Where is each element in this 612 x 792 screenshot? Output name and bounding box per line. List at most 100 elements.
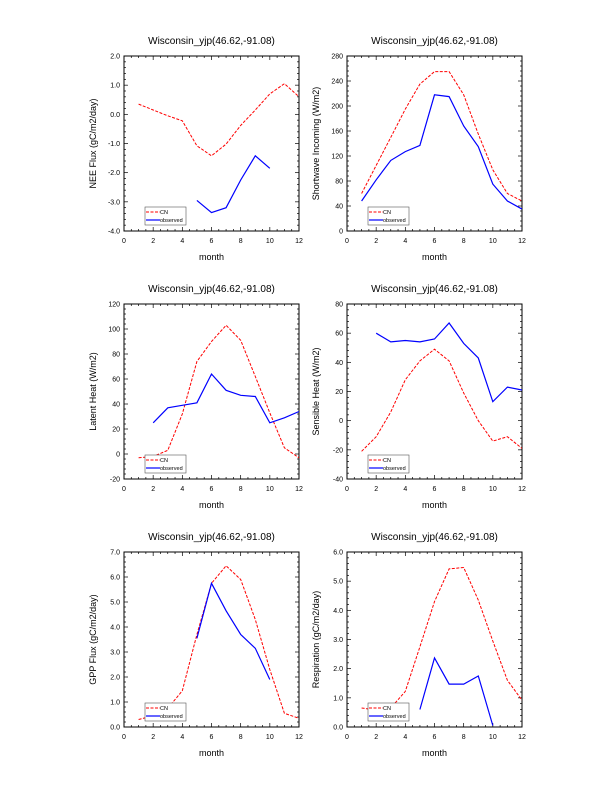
y-tick-label: 0 xyxy=(339,418,343,425)
y-tick-label: 20 xyxy=(112,427,120,434)
chart-title: Wisconsin_yjp(46.62,-91.08) xyxy=(148,284,275,295)
legend-label-observed: observed xyxy=(160,218,183,224)
series-line-observed xyxy=(361,94,522,210)
legend: CN observed xyxy=(367,206,410,226)
y-tick-label: 2.0 xyxy=(110,54,120,61)
y-tick-label: -20 xyxy=(333,447,343,454)
y-tick-label: 0 xyxy=(116,452,120,459)
y-tick-label: 40 xyxy=(112,402,120,409)
x-tick-label: 8 xyxy=(239,734,243,741)
y-tick-label: 0.0 xyxy=(110,725,120,732)
series-line-observed xyxy=(196,581,271,680)
x-tick-label: 4 xyxy=(180,238,184,245)
legend-label-observed: observed xyxy=(383,714,406,720)
x-tick-label: 0 xyxy=(345,734,349,741)
series-line-cn xyxy=(138,565,299,720)
y-tick-label: -3.0 xyxy=(108,199,120,206)
chart-1: Wisconsin_yjp(46.62,-91.08) 0 2 4 6 8 10 12 -4.0… xyxy=(88,36,303,262)
x-tick-label: 2 xyxy=(374,238,378,245)
y-tick-label: 5.0 xyxy=(333,579,343,586)
y-tick-label: 240 xyxy=(331,79,343,86)
y-tick-label: 1.0 xyxy=(110,700,120,707)
plot-frame xyxy=(346,551,523,728)
x-tick-label: 2 xyxy=(374,486,378,493)
legend-label-cn: CN xyxy=(160,706,168,712)
plot-frame xyxy=(123,55,300,232)
legend-label-cn: CN xyxy=(383,210,391,216)
chart-3: Wisconsin_yjp(46.62,-91.08)0 2 4 6 8 10 12-200… xyxy=(88,284,303,510)
x-axis-label: month xyxy=(199,748,224,758)
chart-4: Wisconsin_yjp(46.62,-91.08) 0 2 4 6 8 10 12 -40 -… xyxy=(311,284,526,510)
x-tick-label: 10 xyxy=(266,734,274,741)
y-axis-label: Respiration (gC/m2/day) xyxy=(311,591,321,689)
y-axis-label: Shortwave Incoming (W/m2) xyxy=(311,87,321,201)
x-axis-label: month xyxy=(422,500,447,510)
y-axis-label: GPP Flux (gC/m2/day) xyxy=(88,594,98,684)
x-tick-label: 6 xyxy=(210,734,214,741)
x-tick-label: 0 xyxy=(122,734,126,741)
x-axis-label: month xyxy=(199,500,224,510)
x-tick-label: 4 xyxy=(180,734,184,741)
x-tick-label: 12 xyxy=(295,238,303,245)
legend: CN observed xyxy=(367,454,410,474)
y-tick-label: 2.0 xyxy=(110,675,120,682)
y-tick-label: 3.0 xyxy=(333,637,343,644)
legend-label-cn: CN xyxy=(383,706,391,712)
legend-label-cn: CN xyxy=(160,210,168,216)
x-tick-label: 10 xyxy=(489,238,497,245)
x-axis-label: month xyxy=(422,748,447,758)
y-tick-label: 40 xyxy=(335,204,343,211)
x-tick-label: 8 xyxy=(239,486,243,493)
y-tick-label: 40 xyxy=(335,360,343,367)
y-tick-label: 7.0 xyxy=(110,550,120,557)
x-tick-label: 12 xyxy=(295,734,303,741)
x-tick-label: 6 xyxy=(433,486,437,493)
series-line-cn xyxy=(138,324,299,459)
x-tick-label: 10 xyxy=(266,486,274,493)
legend: CN observed xyxy=(144,454,187,474)
y-tick-label: 4.0 xyxy=(110,625,120,632)
y-tick-label: 2.0 xyxy=(333,666,343,673)
x-tick-label: 0 xyxy=(345,486,349,493)
chart-title: Wisconsin_yjp(46.62,-91.08) xyxy=(371,532,498,543)
y-tick-label: 120 xyxy=(331,154,343,161)
x-axis-label: month xyxy=(422,252,447,262)
y-tick-label: 60 xyxy=(112,377,120,384)
plot-frame xyxy=(123,303,300,480)
y-tick-label: 120 xyxy=(108,302,120,309)
legend-label-observed: observed xyxy=(160,714,183,720)
y-tick-label: 0 xyxy=(339,229,343,236)
y-tick-label: 0.0 xyxy=(333,725,343,732)
x-tick-label: 10 xyxy=(489,486,497,493)
legend: CN observed xyxy=(367,702,410,722)
series-line-observed xyxy=(375,322,522,403)
legend-label-observed: observed xyxy=(383,218,406,224)
x-tick-label: 6 xyxy=(210,486,214,493)
x-tick-label: 8 xyxy=(462,734,466,741)
x-tick-label: 12 xyxy=(518,238,526,245)
y-tick-label: 280 xyxy=(331,54,343,61)
legend: CN observed xyxy=(144,206,187,226)
y-tick-label: 4.0 xyxy=(333,608,343,615)
series-line-observed xyxy=(196,154,271,214)
chart-2: Wisconsin_yjp(46.62,-91.08)0 2 4 6 8 10 120408… xyxy=(311,36,526,262)
y-tick-label: 80 xyxy=(112,352,120,359)
y-tick-label: -2.0 xyxy=(108,170,120,177)
y-tick-label: 20 xyxy=(335,389,343,396)
plot-frame xyxy=(346,55,523,232)
y-tick-label: 80 xyxy=(335,179,343,186)
x-tick-label: 10 xyxy=(266,238,274,245)
x-tick-label: 8 xyxy=(462,238,466,245)
y-tick-label: 80 xyxy=(335,302,343,309)
y-tick-label: -4.0 xyxy=(108,229,120,236)
series-line-cn xyxy=(361,348,522,452)
series-line-cn xyxy=(361,566,522,711)
legend: CN observed xyxy=(144,702,187,722)
x-tick-label: 4 xyxy=(180,486,184,493)
plot-frame xyxy=(123,551,300,728)
legend-label-cn: CN xyxy=(160,458,168,464)
x-tick-label: 0 xyxy=(345,238,349,245)
y-tick-label: 160 xyxy=(331,129,343,136)
chart-title: Wisconsin_yjp(46.62,-91.08) xyxy=(371,284,498,295)
x-tick-label: 6 xyxy=(433,238,437,245)
